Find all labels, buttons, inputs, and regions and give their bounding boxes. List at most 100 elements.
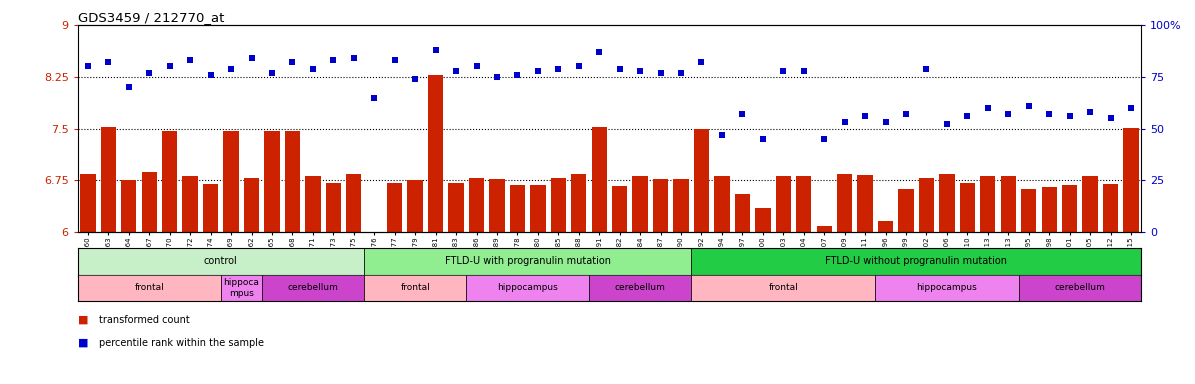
Point xyxy=(241,55,261,61)
Bar xyxy=(221,275,262,301)
Bar xyxy=(1083,176,1098,232)
Bar xyxy=(652,179,668,232)
Point xyxy=(263,70,282,76)
Point xyxy=(405,76,424,82)
Point xyxy=(344,55,363,61)
Text: frontal: frontal xyxy=(400,283,430,293)
Point xyxy=(631,68,650,74)
Bar xyxy=(326,183,341,232)
Text: hippocampus: hippocampus xyxy=(497,283,558,293)
Bar xyxy=(223,131,239,232)
Point xyxy=(835,119,854,126)
Point xyxy=(283,59,302,65)
Point xyxy=(999,111,1018,117)
Bar xyxy=(183,175,198,232)
Point xyxy=(549,65,568,71)
Point xyxy=(508,72,527,78)
Point xyxy=(672,70,691,76)
Bar xyxy=(364,248,691,275)
Bar xyxy=(571,174,587,232)
Bar xyxy=(592,127,607,232)
Bar xyxy=(1062,185,1078,232)
Bar xyxy=(551,178,566,232)
Point xyxy=(773,68,792,74)
Point xyxy=(447,68,466,74)
Point xyxy=(120,84,139,90)
Bar xyxy=(305,175,320,232)
Point xyxy=(528,68,547,74)
Text: GDS3459 / 212770_at: GDS3459 / 212770_at xyxy=(78,11,223,24)
Point xyxy=(364,94,384,101)
Bar xyxy=(1018,275,1141,301)
Text: FTLD-U with progranulin mutation: FTLD-U with progranulin mutation xyxy=(445,256,611,266)
Point xyxy=(1121,105,1140,111)
Bar xyxy=(407,180,423,232)
Point xyxy=(692,59,711,65)
Text: control: control xyxy=(204,256,238,266)
Bar xyxy=(816,226,832,232)
Point xyxy=(815,136,834,142)
Text: frontal: frontal xyxy=(768,283,798,293)
Text: transformed count: transformed count xyxy=(99,315,190,325)
Bar xyxy=(468,178,484,232)
Point xyxy=(467,63,486,70)
Bar xyxy=(531,185,546,232)
Bar xyxy=(262,275,364,301)
Point xyxy=(979,105,998,111)
Point xyxy=(1019,103,1038,109)
Bar xyxy=(1021,189,1036,232)
Bar xyxy=(100,127,116,232)
Point xyxy=(160,63,179,70)
Bar xyxy=(448,182,464,232)
Text: hippocampus: hippocampus xyxy=(917,283,978,293)
Point xyxy=(1060,113,1079,119)
Bar xyxy=(673,179,688,232)
Bar xyxy=(878,221,893,232)
Point xyxy=(712,132,731,138)
Point xyxy=(795,68,814,74)
Point xyxy=(1080,109,1099,115)
Bar xyxy=(960,182,975,232)
Point xyxy=(221,65,240,71)
Bar xyxy=(715,176,730,232)
Point xyxy=(304,65,323,71)
Point xyxy=(651,70,670,76)
Point xyxy=(1040,111,1059,117)
Bar xyxy=(899,189,914,232)
Bar xyxy=(163,131,177,232)
Text: cerebellum: cerebellum xyxy=(288,283,338,293)
Bar xyxy=(875,275,1018,301)
Point xyxy=(79,63,98,70)
Text: cerebellum: cerebellum xyxy=(1054,283,1105,293)
Text: hippoca
mpus: hippoca mpus xyxy=(223,278,259,298)
Text: ■: ■ xyxy=(78,315,88,325)
Point xyxy=(140,70,159,76)
Bar xyxy=(691,275,875,301)
Text: frontal: frontal xyxy=(134,283,164,293)
Point xyxy=(385,57,404,63)
Bar xyxy=(347,174,361,232)
Bar xyxy=(428,75,443,232)
Bar xyxy=(1123,128,1139,232)
Point xyxy=(324,57,343,63)
Bar xyxy=(612,186,627,232)
Bar xyxy=(387,182,403,232)
Bar xyxy=(203,184,219,232)
Bar xyxy=(264,131,280,232)
Bar xyxy=(858,175,872,232)
Text: ■: ■ xyxy=(78,338,88,348)
Bar xyxy=(121,180,136,232)
Point xyxy=(201,72,220,78)
Point xyxy=(733,111,752,117)
Bar xyxy=(796,176,811,232)
Point xyxy=(753,136,772,142)
Bar xyxy=(836,174,852,232)
Bar xyxy=(694,129,709,232)
Point xyxy=(427,47,446,53)
Bar xyxy=(589,275,691,301)
Text: percentile rank within the sample: percentile rank within the sample xyxy=(99,338,264,348)
Bar xyxy=(284,131,300,232)
Bar xyxy=(466,275,589,301)
Bar xyxy=(735,194,750,232)
Bar xyxy=(78,248,364,275)
